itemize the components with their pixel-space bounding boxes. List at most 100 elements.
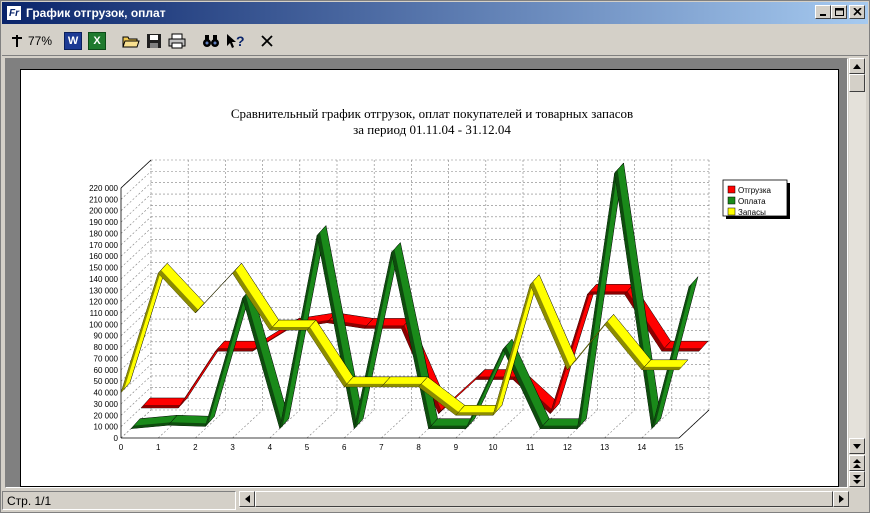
scroll-up-button[interactable] [849,58,865,74]
help-button[interactable]: ? [226,30,245,52]
y-tick-label: 100 000 [89,320,118,329]
x-tick-label: 7 [379,443,384,452]
window-title: График отгрузок, оплат [26,6,166,20]
print-button[interactable] [168,30,186,52]
y-tick-label: 0 [114,434,119,443]
series-segment-shade [215,348,256,352]
chart: Сравнительный график отгрузок, оплат пок… [89,106,790,452]
horizontal-scrollbar[interactable] [239,491,849,508]
scroll-thumb[interactable] [849,74,865,92]
y-tick-label: 200 000 [89,207,118,216]
series-segment-shade [428,425,469,429]
gridline-side [120,171,152,200]
series-segment-shade [587,291,628,295]
gridline-floor [306,409,338,439]
y-tick-label: 40 000 [94,389,119,398]
scroll-thumb-horizontal[interactable] [255,491,833,507]
series-segment-shade [168,422,209,427]
x-tick-label: 6 [342,443,347,452]
cursor-icon [227,33,237,48]
minimize-button[interactable] [815,5,831,19]
gridline-side [120,262,152,291]
gridline-side [120,182,152,211]
series-segment-shade [651,283,692,429]
zoom-pin-icon [12,34,22,47]
series-segment-shade [269,327,310,331]
find-button[interactable] [202,30,220,52]
series-segment-shade [205,294,246,427]
y-tick-label: 180 000 [89,229,118,238]
close-preview-button[interactable] [260,30,273,52]
y-tick-label: 30 000 [94,400,119,409]
page-indicator: Стр. 1/1 [7,493,52,508]
gridline-floor [455,409,487,439]
gridline-floor [381,409,412,439]
series-segment-shade [455,412,496,416]
title-bar[interactable]: Fr График отгрузок, оплат [2,2,868,24]
x-tick-label: 5 [305,443,310,452]
scroll-left-button[interactable] [239,491,255,507]
export-word-button[interactable]: W [64,30,83,52]
legend-swatch [727,196,736,205]
maximize-button[interactable] [831,5,847,19]
y-tick-label: 130 000 [89,286,118,295]
y-tick-label: 110 000 [90,309,119,318]
series-segment [502,338,550,430]
x-tick-label: 14 [637,443,646,452]
legend-label: Отгрузка [738,186,772,195]
close-button[interactable] [849,5,865,19]
series-segment-shade [530,281,571,370]
series-segment-shade [381,383,422,387]
vertical-scrollbar[interactable] [849,58,866,488]
series-segment-shade [418,383,459,416]
series-1 [130,162,699,430]
series-segment-shade [121,270,162,393]
gridline-side [120,398,152,427]
page-up-button[interactable] [849,455,865,471]
open-button[interactable] [122,30,140,52]
x-tick-label: 13 [600,443,609,452]
x-tick-label: 1 [156,443,161,452]
y-tick-label: 60 000 [94,366,119,375]
y-tick-label: 80 000 [94,343,119,352]
y-tick-label: 70 000 [94,354,119,363]
y-tick-label: 220 000 [89,184,118,193]
chart-title: Сравнительный график отгрузок, оплат пок… [231,106,633,121]
scroll-right-button[interactable] [833,491,849,507]
y-tick-label: 160 000 [89,252,118,261]
x-tick-label: 15 [675,443,684,452]
save-button[interactable] [146,30,162,52]
gridline-floor [492,409,524,439]
arrow-right-icon [838,495,844,503]
zoom-control[interactable]: 77% [10,30,52,52]
page-down-button[interactable] [849,471,865,487]
open-folder-icon [122,36,140,47]
legend-label: Запасы [738,208,766,217]
series-segment-shade [344,383,385,387]
close-icon [852,8,862,16]
preview-area: Сравнительный график отгрузок, оплат пок… [5,58,848,488]
legend-swatch [727,207,736,216]
scroll-down-button[interactable] [849,438,865,454]
gridline-side [120,250,152,280]
series-segment-shade [493,281,534,416]
save-icon [147,33,162,48]
series-segment-shade [158,270,199,313]
x-tick-label: 12 [563,443,572,452]
axis-depth-right [678,409,710,439]
double-arrow-up-icon [853,458,861,468]
axis-depth-top [120,159,152,189]
x-tick-label: 2 [193,443,198,452]
series-segment [529,274,577,371]
gridline-side [120,227,152,257]
series [120,162,709,430]
series-segment-shade [141,404,182,408]
gridline-side [120,352,152,382]
export-excel-button[interactable]: X [88,30,107,52]
x-tick-label: 4 [268,443,273,452]
series-segment-shade [661,348,702,352]
y-tick-label: 210 000 [89,195,118,204]
y-tick-label: 150 000 [89,264,118,273]
gridline-side [120,193,152,223]
